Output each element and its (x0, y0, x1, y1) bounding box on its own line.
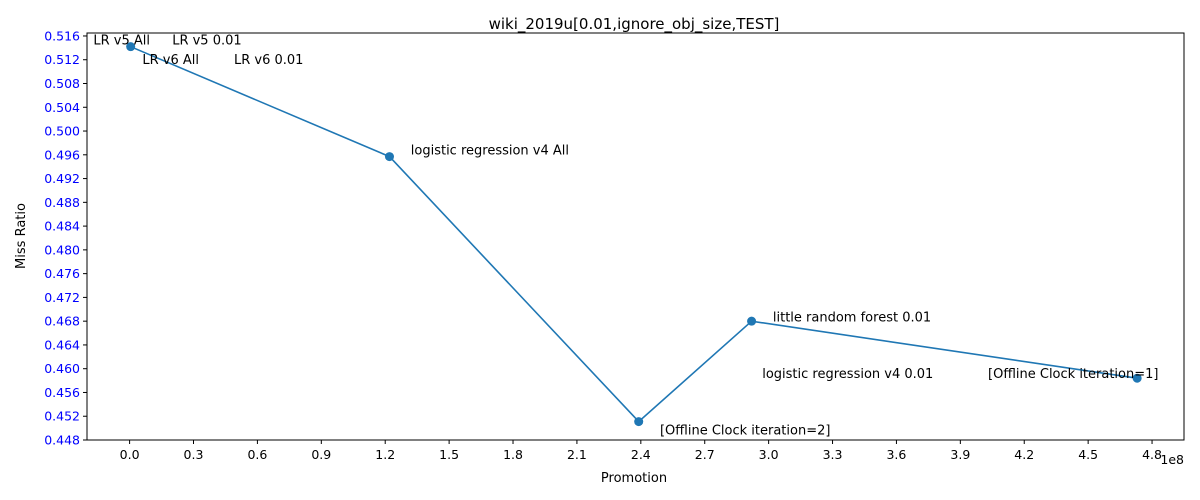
x-axis-offset-label: 1e8 (1160, 452, 1184, 467)
y-tick-label: 0.452 (44, 409, 80, 424)
annotation-label: logistic regression v4 All (411, 144, 569, 159)
y-tick-label: 0.500 (44, 124, 80, 139)
y-tick-label: 0.508 (44, 76, 80, 91)
data-point (747, 316, 757, 326)
y-tick-label: 0.484 (44, 219, 80, 234)
annotation-label: LR v5 All (93, 34, 150, 49)
data-point (384, 152, 394, 162)
y-tick-label: 0.480 (44, 242, 80, 257)
annotation-label: LR v5 0.01 (172, 34, 241, 49)
x-tick-label: 0.6 (247, 447, 267, 462)
annotation-label: [Offline Clock iteration=2] (660, 423, 830, 438)
y-tick-label: 0.448 (44, 433, 80, 448)
plot-frame (86, 32, 1185, 441)
y-tick-label: 0.492 (44, 171, 80, 186)
x-tick-label: 1.8 (503, 447, 523, 462)
x-tick-label: 4.2 (1014, 447, 1034, 462)
chart-title: wiki_2019u[0.01,ignore_obj_size,TEST] (489, 15, 780, 34)
x-tick-label: 1.5 (439, 447, 459, 462)
y-tick-label: 0.464 (44, 337, 80, 352)
x-tick-label: 3.0 (759, 447, 779, 462)
x-tick-label: 0.3 (184, 447, 204, 462)
x-tick-label: 2.4 (631, 447, 651, 462)
x-tick-label: 1.2 (375, 447, 395, 462)
y-tick-label: 0.496 (44, 147, 80, 162)
data-point (126, 42, 136, 52)
y-tick-label: 0.512 (44, 52, 80, 67)
annotation-label: LR v6 All (142, 53, 199, 68)
annotation-label: [Offline Clock iteration=1] (988, 367, 1158, 382)
x-axis-label: Promotion (601, 471, 667, 486)
y-tick-label: 0.460 (44, 361, 80, 376)
x-tick-label: 4.8 (1142, 447, 1162, 462)
x-tick-label: 3.9 (950, 447, 970, 462)
y-tick-label: 0.488 (44, 195, 80, 210)
y-tick-label: 0.456 (44, 385, 80, 400)
x-tick-label: 4.5 (1078, 447, 1098, 462)
y-axis: 0.448 0.452 0.456 0.460 0.464 0.468 0.472 0.476… (44, 28, 87, 448)
data-point (1132, 373, 1142, 383)
series-group (126, 42, 1142, 427)
x-tick-label: 0.9 (311, 447, 331, 462)
annotation-label: little random forest 0.01 (773, 311, 931, 326)
x-axis: 0.0 0.3 0.6 0.9 1.2 1.5 1.8 2.1 2.4 2.7 3.0 3.3 3.6 3… (120, 440, 1162, 462)
x-tick-label: 2.7 (695, 447, 715, 462)
y-tick-label: 0.468 (44, 314, 80, 329)
series-line (130, 45, 1138, 423)
x-tick-label: 3.3 (823, 447, 843, 462)
y-tick-label: 0.476 (44, 266, 80, 281)
y-tick-label: 0.516 (44, 28, 80, 43)
annotations: LR v5 All LR v5 0.01 LR v6 All LR v6 0.01 lo… (93, 34, 1158, 439)
x-tick-label: 3.6 (886, 447, 906, 462)
x-tick-label: 0.0 (120, 447, 140, 462)
annotation-label: logistic regression v4 0.01 (762, 367, 933, 382)
y-axis-label: Miss Ratio (14, 203, 29, 269)
x-tick-label: 2.1 (567, 447, 587, 462)
data-point (634, 417, 644, 427)
annotation-label: LR v6 0.01 (234, 53, 303, 68)
y-tick-label: 0.504 (44, 100, 80, 115)
y-tick-label: 0.472 (44, 290, 80, 305)
